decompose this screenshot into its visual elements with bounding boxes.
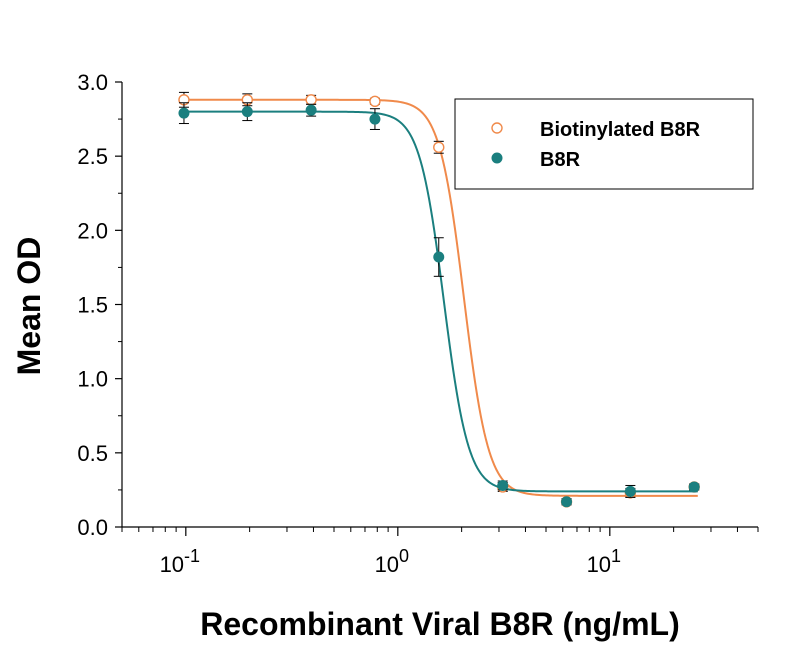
data-point [369, 113, 381, 125]
x-axis-title: Recombinant Viral B8R (ng/mL) [200, 606, 679, 642]
legend-label-biotinylated-b8r: Biotinylated B8R [540, 119, 701, 141]
y-tick-label: 2.5 [77, 144, 108, 169]
y-tick-label: 0.0 [77, 515, 108, 540]
series-b8r [178, 102, 700, 508]
y-tick-label: 2.0 [77, 218, 108, 243]
y-tick-label: 1.0 [77, 367, 108, 392]
data-point [433, 251, 445, 263]
legend-box [454, 98, 754, 190]
data-point [305, 104, 317, 116]
data-point [688, 481, 700, 493]
legend-marker-b8r [491, 152, 503, 164]
y-tick-label: 0.5 [77, 441, 108, 466]
data-point [561, 496, 573, 508]
data-point [241, 106, 253, 118]
y-tick-label: 1.5 [77, 293, 108, 318]
x-tick-label: 101 [587, 546, 622, 577]
data-point [369, 95, 381, 107]
data-point [497, 479, 509, 491]
x-ticks: 10-1 100 101 [121, 527, 759, 577]
data-point [305, 94, 317, 106]
fit-curve [181, 110, 698, 493]
axes: 0.0 0.5 1.0 1.5 2.0 2.5 3.0 10-1 100 101 [77, 70, 759, 577]
y-axis-title: Mean OD [11, 237, 47, 376]
x-tick-label: 100 [375, 546, 410, 577]
legend-marker-biotinylated-b8r [491, 122, 503, 134]
data-point [624, 485, 636, 497]
x-tick-label: 10-1 [160, 546, 201, 577]
y-ticks: 0.0 0.5 1.0 1.5 2.0 2.5 3.0 [77, 70, 122, 540]
series-layer [178, 91, 700, 508]
y-tick-label: 3.0 [77, 70, 108, 95]
data-point [178, 107, 190, 119]
legend-label-b8r: B8R [540, 149, 581, 171]
legend: Biotinylated B8R B8R [454, 98, 754, 190]
data-point [433, 141, 445, 153]
